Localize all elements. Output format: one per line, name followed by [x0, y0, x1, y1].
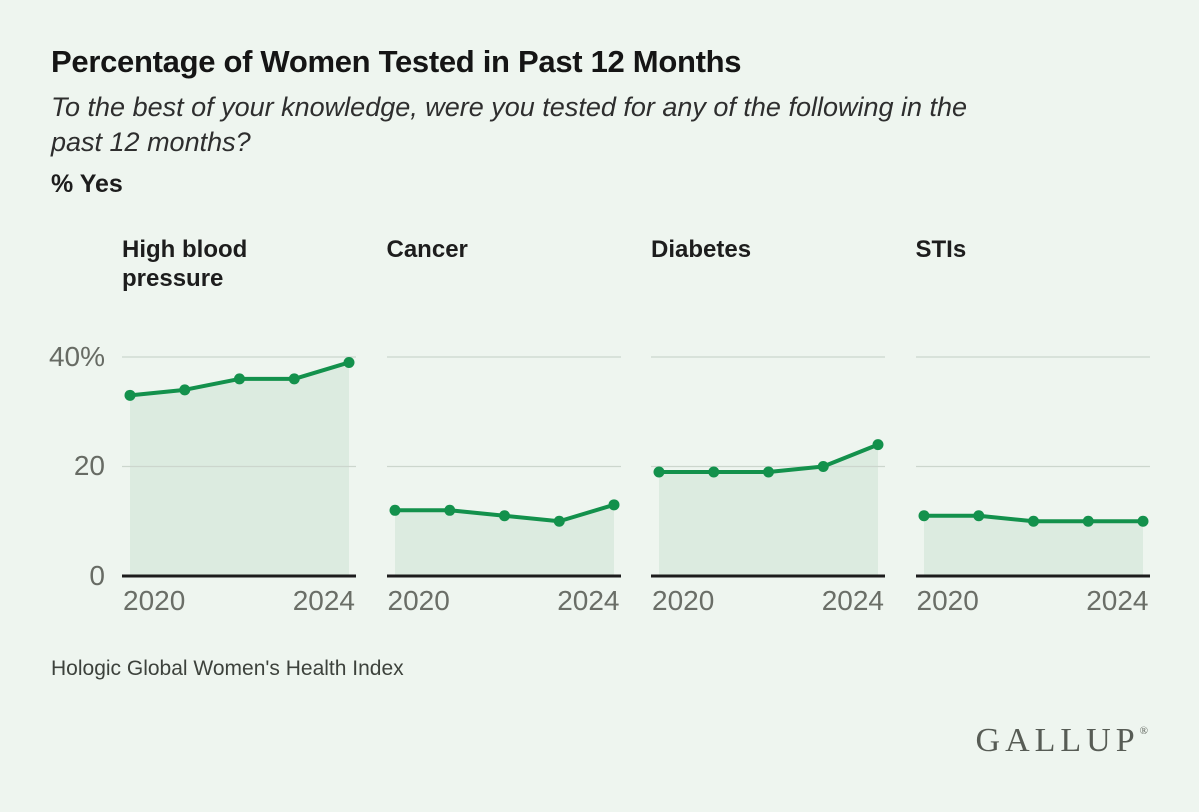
data-point-2023	[553, 515, 565, 527]
x-tick-label: 2020	[387, 584, 450, 616]
gallup-wordmark: GALLUP	[975, 722, 1140, 759]
x-tick-label: 2020	[916, 584, 979, 616]
data-point-2022	[498, 510, 510, 522]
y-tick-label-20: 20	[73, 450, 105, 482]
mini-chart-high-blood-pressure: High blood pressure 2020 2024	[122, 236, 356, 615]
data-point-2024	[608, 499, 619, 511]
x-tick-label: 2024	[1086, 584, 1149, 616]
mini-chart-title: Cancer	[386, 235, 468, 263]
mini-chart-title: Diabetes	[651, 235, 752, 263]
source-citation: Hologic Global Women's Health Index	[51, 656, 404, 680]
mini-chart-title: STIs	[915, 235, 967, 263]
area-line-chart	[386, 356, 621, 578]
area-fill	[659, 444, 878, 576]
charts-row: High blood pressure 2020 2024 Cancer 2020 202…	[122, 236, 1150, 615]
data-point-2023	[1082, 515, 1094, 527]
chart-subtitle: To the best of your knowledge, were you …	[51, 90, 1150, 160]
data-point-2022	[763, 466, 774, 478]
x-tick-label: 2024	[821, 584, 884, 616]
page-title: Percentage of Women Tested in Past 12 Mo…	[51, 44, 742, 79]
data-point-2024	[343, 356, 355, 368]
x-axis-labels: 2020 2024	[122, 584, 356, 616]
mini-chart-diabetes: Diabetes 2020 2024	[651, 236, 885, 615]
area-fill	[130, 362, 349, 576]
data-point-2021	[972, 510, 984, 522]
x-axis-labels: 2020 2024	[916, 584, 1150, 616]
data-point-2021	[443, 504, 455, 516]
subtitle-line-1: To the best of your knowledge, were you …	[51, 91, 968, 122]
registered-trademark-icon: ®	[1139, 725, 1148, 737]
x-axis-labels: 2020 2024	[651, 584, 885, 616]
data-point-2020	[389, 504, 400, 516]
mini-chart-cancer: Cancer 2020 2024	[386, 235, 621, 616]
y-tick-label-40: 40%	[48, 340, 105, 372]
data-point-2020	[653, 466, 665, 478]
data-point-2023	[817, 460, 829, 472]
area-line-chart	[915, 356, 1150, 578]
x-axis-labels: 2020 2024	[387, 584, 621, 616]
area-fill	[923, 515, 1143, 576]
x-tick-label: 2024	[557, 584, 620, 616]
mini-chart-title: High blood pressure	[122, 235, 248, 292]
y-tick-label-0: 0	[89, 559, 105, 591]
x-tick-label: 2020	[652, 584, 715, 616]
data-point-2024	[872, 438, 884, 450]
area-line-chart	[651, 356, 885, 578]
area-line-chart	[122, 356, 356, 578]
gallup-logo: GALLUP®	[976, 724, 1148, 758]
data-point-2020	[124, 389, 136, 401]
subtitle-line-2: past 12 months?	[51, 126, 251, 157]
data-point-2020	[918, 510, 929, 522]
data-point-2021	[179, 384, 191, 396]
data-point-2022	[234, 373, 245, 385]
data-point-2021	[708, 466, 720, 478]
data-point-2024	[1137, 515, 1148, 527]
x-tick-label: 2024	[292, 584, 355, 616]
x-tick-label: 2020	[123, 584, 186, 616]
small-multiples-block: 40% 20 0 High blood pressure 2020 2024 Cancer…	[49, 236, 1150, 615]
data-point-2023	[288, 373, 300, 385]
unit-label: % Yes	[51, 169, 123, 198]
data-point-2022	[1027, 515, 1039, 527]
mini-chart-stis: STIs 2020 2024	[915, 235, 1150, 616]
